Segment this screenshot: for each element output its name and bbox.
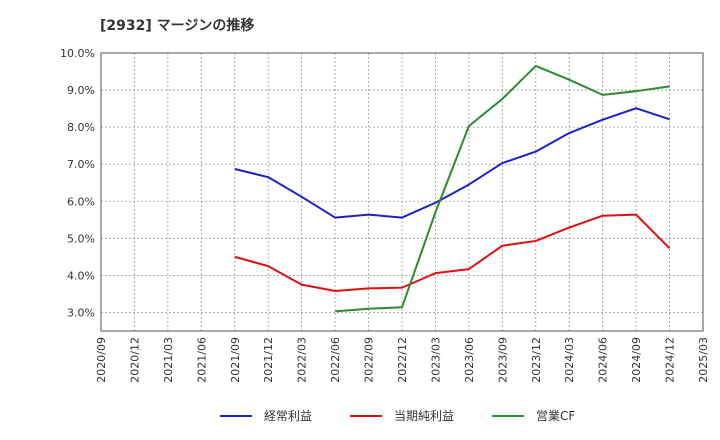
x-tick-label: 2021/06 [195,337,208,383]
series-group [234,64,671,313]
y-tick-label: 9.0% [67,84,95,97]
x-tick-label: 2022/03 [296,337,309,383]
y-tick-label: 8.0% [67,121,95,134]
x-tick-label: 2023/09 [496,337,509,383]
y-tick-label: 6.0% [67,195,95,208]
series-line-3 [335,64,670,313]
chart-title: [2932] マージンの推移 [100,17,254,34]
x-tick-label: 2023/06 [463,337,476,383]
x-tick-label: 2024/12 [664,337,677,383]
legend-label-1: 経常利益 [264,409,312,423]
series-line-1 [234,107,670,219]
series-line-2 [234,213,671,292]
x-tick-label: 2024/09 [630,337,643,383]
x-tick-label: 2024/06 [597,337,610,383]
x-tick-label: 2021/03 [162,337,175,383]
legend-label-3: 営業CF [536,409,575,423]
x-tick-label: 2021/09 [229,337,242,383]
x-tick-label: 2023/12 [530,337,543,383]
y-tick-label: 5.0% [67,232,95,245]
y-axis: 3.0% 4.0% 5.0% 6.0% 7.0% 8.0% 9.0% 10.0% [60,47,95,319]
x-tick-label: 2020/12 [128,337,141,383]
x-tick-label: 2022/06 [329,337,342,383]
grid [101,52,703,331]
y-tick-label: 3.0% [67,306,95,319]
legend-label-2: 当期純利益 [394,409,454,423]
y-tick-label: 4.0% [67,269,95,282]
y-tick-label: 7.0% [67,158,95,171]
y-tick-label: 10.0% [60,47,95,60]
x-axis: 2020/09 2020/12 2021/03 2021/06 2021/09 2021/… [95,337,710,383]
x-tick-label: 2025/03 [697,337,710,383]
x-tick-label: 2022/09 [363,337,376,383]
x-tick-label: 2024/03 [563,337,576,383]
x-tick-label: 2023/03 [429,337,442,383]
plot-frame [100,52,704,332]
x-tick-label: 2021/12 [262,337,275,383]
x-tick-label: 2020/09 [95,337,108,383]
legend: 経常利益 当期純利益 営業CF [220,409,575,423]
x-tick-label: 2022/12 [396,337,409,383]
